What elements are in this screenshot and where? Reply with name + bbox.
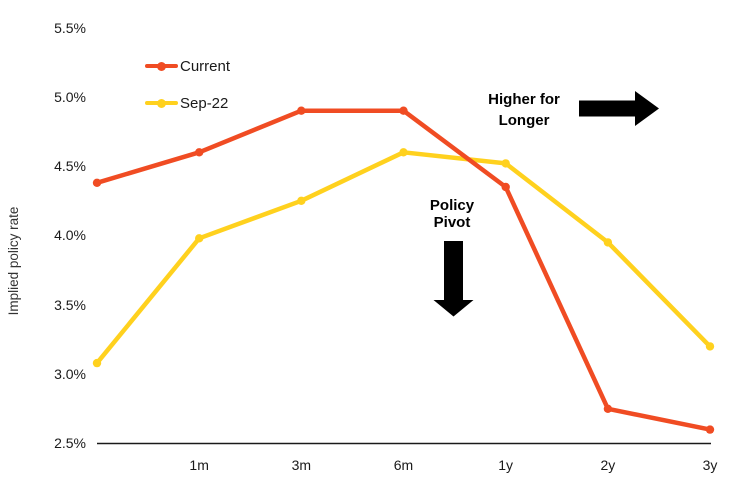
data-point-sep-22 <box>195 234 204 243</box>
x-tick-label-3y: 3y <box>702 457 718 473</box>
annotation-line: Pivot <box>433 214 471 231</box>
x-tick-label-6m: 6m <box>393 457 414 473</box>
y-tick-label: 5.5% <box>54 19 86 36</box>
arrow-down-icon <box>433 241 474 317</box>
legend-item-current: Current <box>145 57 230 75</box>
data-point-current <box>297 106 306 115</box>
annotation-line: Longer <box>498 112 550 129</box>
annotation-line: Policy <box>429 197 475 214</box>
annotation-policy-pivot: Policy Pivot <box>392 197 512 231</box>
series-group <box>92 106 715 434</box>
data-point-current <box>501 182 510 192</box>
legend-item-sep22: Sep-22 <box>145 94 228 112</box>
annotation-higher-for-longer: Higher for Longer <box>444 89 604 131</box>
data-point-sep-22 <box>705 342 715 351</box>
data-point-sep-22 <box>603 238 613 247</box>
legend-label-current: Current <box>180 57 231 75</box>
swatch-dot <box>157 61 166 71</box>
y-tick-label: 3.5% <box>54 296 86 313</box>
swatch-dot <box>157 98 166 108</box>
x-tick-label-1y: 1y <box>498 457 514 473</box>
y-tick-label: 3.0% <box>54 366 86 383</box>
data-point-current <box>603 404 613 413</box>
data-point-current <box>195 148 204 157</box>
arrow-right-icon <box>579 91 659 126</box>
data-point-current <box>92 178 102 187</box>
y-tick-label: 4.0% <box>54 227 86 244</box>
y-tick-label: 4.5% <box>54 158 86 175</box>
legend-label-sep22: Sep-22 <box>180 94 229 112</box>
data-point-sep-22 <box>501 159 510 168</box>
data-point-sep-22 <box>297 196 306 205</box>
annotation-line: Higher for <box>488 91 560 108</box>
x-tick-label-3m: 3m <box>291 457 312 473</box>
y-tick-label: 5.0% <box>54 88 86 105</box>
current-line-swatch-icon <box>145 57 178 75</box>
x-tick-label-2y: 2y <box>600 457 616 473</box>
series-line-sep-22 <box>94 150 713 366</box>
data-point-current <box>399 106 408 115</box>
data-point-sep-22 <box>399 148 408 157</box>
y-tick-label: 2.5% <box>54 435 86 452</box>
series-line-current <box>94 108 713 432</box>
data-point-sep-22 <box>92 358 102 368</box>
x-tick-label-1m: 1m <box>189 457 209 473</box>
y-axis-title: Implied policy rate <box>6 206 21 316</box>
sep22-line-swatch-icon <box>145 94 178 112</box>
data-point-current <box>705 425 715 434</box>
